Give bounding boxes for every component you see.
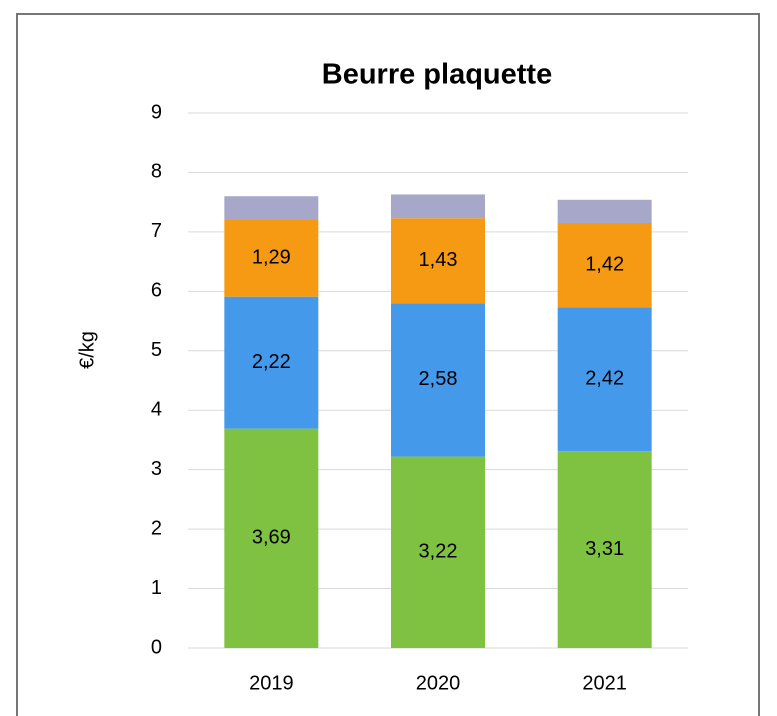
data-label: 2,58 [419, 368, 458, 390]
y-tick-label: 0 [151, 636, 162, 658]
data-label: 1,42 [585, 253, 624, 275]
data-label: 1,43 [419, 249, 458, 271]
data-label: 2,42 [585, 368, 624, 390]
bar-segment [557, 222, 652, 308]
bar-segment [391, 218, 485, 304]
x-tick-label: 2019 [249, 672, 294, 694]
y-tick-label: 6 [151, 280, 162, 302]
y-tick-label: 8 [151, 161, 162, 183]
y-axis-label: €/kg [76, 331, 98, 369]
bar-segment [224, 296, 319, 429]
bar-segment [391, 194, 485, 219]
y-tick-label: 7 [151, 220, 162, 242]
bar-segment [391, 303, 485, 457]
bar-segment [224, 196, 319, 220]
y-tick-label: 1 [151, 577, 162, 599]
data-label: 3,31 [585, 538, 624, 560]
bar-segment [391, 456, 485, 648]
data-label: 1,29 [252, 247, 291, 269]
bar-segment [557, 199, 652, 223]
y-tick-label: 3 [151, 458, 162, 480]
chart-title: Beurre plaquette [322, 59, 552, 91]
data-label: 3,22 [419, 541, 458, 563]
y-tick-label: 4 [151, 399, 162, 421]
bar-segment [557, 451, 652, 648]
y-tick-label: 9 [151, 101, 162, 123]
bar-segment [224, 220, 319, 297]
bar-segment [557, 307, 652, 452]
x-tick-label: 2020 [416, 672, 461, 694]
y-tick-label: 2 [151, 517, 162, 539]
data-label: 3,69 [252, 527, 291, 549]
x-tick-label: 2021 [582, 672, 627, 694]
y-tick-label: 5 [151, 339, 162, 361]
data-label: 2,22 [252, 351, 291, 373]
bar-segment [224, 428, 319, 648]
